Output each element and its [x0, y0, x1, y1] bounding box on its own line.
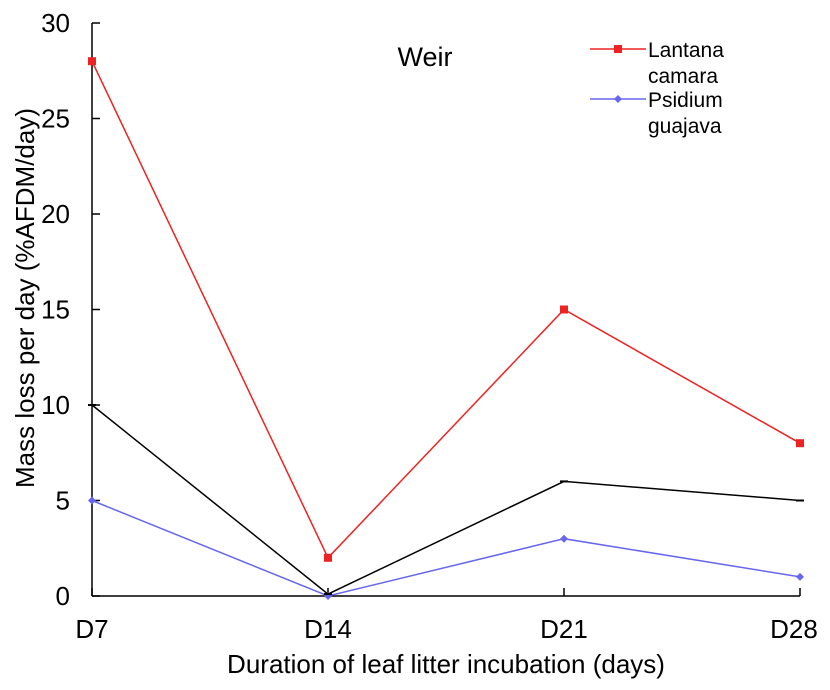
y-tick-label: 0	[56, 581, 70, 611]
data-point	[560, 534, 568, 543]
y-tick-label: 20	[41, 199, 70, 229]
data-point	[796, 439, 804, 448]
data-point	[88, 496, 96, 505]
y-axis-title: Mass loss per day (%AFDM/day)	[10, 108, 40, 488]
series-line	[91, 499, 801, 597]
legend-label: Psidium	[648, 89, 723, 112]
legend-label: camara	[648, 65, 718, 88]
x-ticks: D7 D14 D21 D28	[75, 588, 818, 644]
series-line	[91, 404, 801, 595]
y-ticks: 0 5 10 15 20 25 30	[41, 8, 100, 611]
series-2	[88, 404, 804, 596]
series-1	[88, 496, 804, 600]
data-point	[796, 572, 804, 581]
x-tick-label: D28	[770, 614, 818, 644]
data-point	[324, 553, 332, 562]
legend-label: guajava	[648, 115, 722, 138]
series-line	[91, 60, 801, 560]
data-point	[88, 57, 96, 66]
y-tick-label: 10	[41, 390, 70, 420]
legend-marker	[614, 45, 622, 53]
y-tick-label: 5	[56, 486, 70, 516]
x-tick-label: D21	[540, 614, 588, 644]
legend-label: Lantana	[648, 39, 724, 62]
x-axis-title: Duration of leaf litter incubation (days…	[227, 649, 665, 679]
series-layer	[88, 57, 804, 600]
y-tick-label: 15	[41, 295, 70, 325]
chart-title: Weir	[397, 42, 452, 72]
y-tick-label: 30	[41, 8, 70, 38]
x-tick-label: D14	[304, 614, 352, 644]
y-tick-label: 25	[41, 104, 70, 134]
legend-marker	[614, 95, 622, 103]
legend-item: Lantana camara	[590, 39, 724, 88]
legend-item: Psidium guajava	[590, 89, 723, 138]
series-0	[88, 57, 804, 562]
data-point	[560, 305, 568, 314]
x-tick-label: D7	[75, 614, 108, 644]
